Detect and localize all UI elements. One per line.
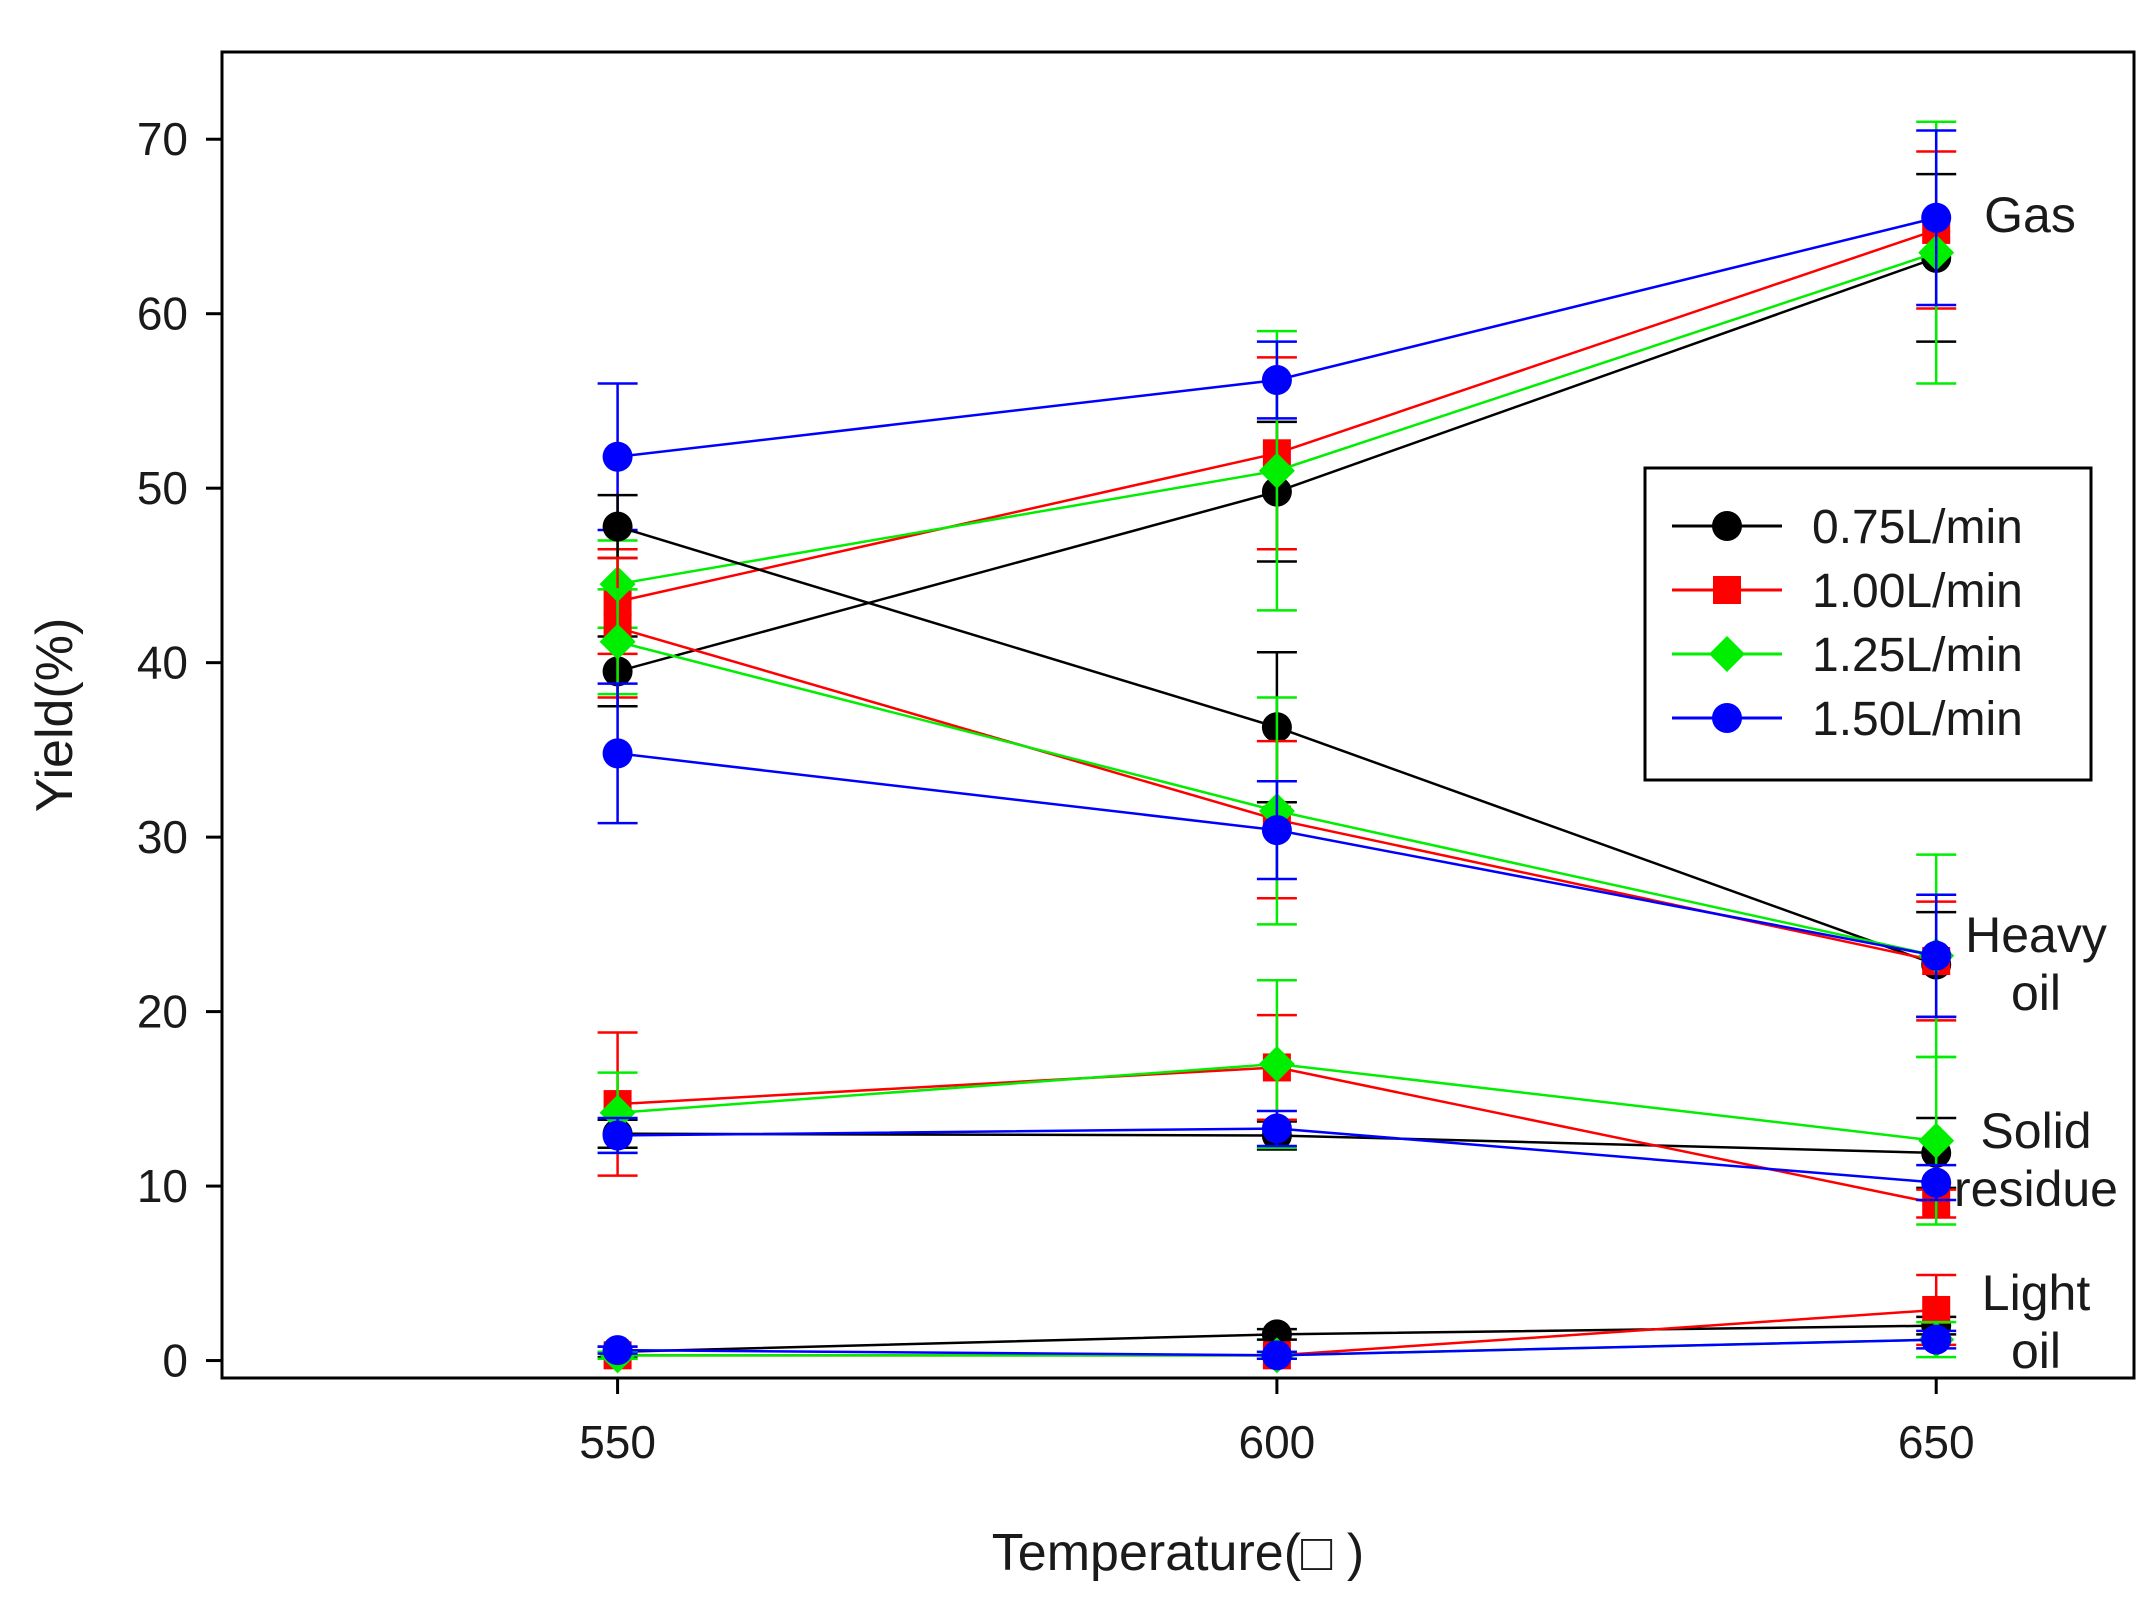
y-tick-label: 20 [137, 986, 188, 1038]
y-tick-label: 30 [137, 811, 188, 863]
data-point [1921, 202, 1952, 233]
y-tick-label: 40 [137, 637, 188, 689]
data-point [1258, 1045, 1295, 1082]
x-tick-label: 600 [1239, 1416, 1316, 1468]
annotation-line: Light [1982, 1265, 2091, 1321]
legend-label: 1.00L/min [1812, 565, 2023, 618]
series-light_oil-150 [597, 1324, 1957, 1371]
data-point [1261, 815, 1292, 846]
y-axis-ticks: 0 10 20 30 40 50 60 70 [137, 113, 222, 1387]
plot-frame [220, 50, 2136, 1380]
series-gas-150 [597, 129, 1957, 532]
y-tick-label: 0 [162, 1335, 188, 1387]
data-point [602, 1120, 633, 1151]
legend-label: 1.50L/min [1812, 693, 2023, 746]
annotation-solid-residue: Solid residue [1954, 1103, 2118, 1217]
data-point [1921, 1324, 1952, 1355]
series-solid_residue-150 [597, 1109, 1957, 1202]
series-layer [597, 120, 1957, 1374]
legend-marker [1709, 636, 1745, 672]
data-point [1261, 1113, 1292, 1144]
legend: 0.75L/min 1.00L/min 1.25L/min 1.50L/min [1643, 466, 2093, 782]
data-point [599, 623, 636, 660]
legend-item: 1.25L/min [1672, 629, 2023, 682]
x-axis-ticks: 550 600 650 [579, 1378, 1975, 1468]
y-tick-label: 70 [137, 113, 188, 165]
annotation-light-oil: Light oil [1982, 1265, 2091, 1379]
series-solid_residue-125 [597, 978, 1957, 1226]
data-point [1922, 1295, 1951, 1324]
x-tick-label: 650 [1898, 1416, 1975, 1468]
legend-item: 1.50L/min [1672, 693, 2023, 746]
data-point [1921, 1167, 1952, 1198]
annotation-line: Heavy [1965, 907, 2107, 963]
data-point [1921, 940, 1952, 971]
x-axis-title: Temperature(□ ) [992, 1524, 1364, 1582]
data-point [602, 441, 633, 472]
series-heavy_oil-150 [597, 682, 1957, 1019]
annotation-line: oil [2011, 1323, 2061, 1379]
annotation-line: Solid [1980, 1103, 2091, 1159]
data-point [1258, 452, 1295, 489]
legend-marker [1712, 511, 1742, 541]
annotation-line: residue [1954, 1161, 2118, 1217]
legend-label: 1.25L/min [1812, 629, 2023, 682]
annotation-line: Gas [1984, 187, 2076, 243]
data-point [1261, 1340, 1292, 1371]
data-point [602, 738, 633, 769]
y-tick-label: 10 [137, 1160, 188, 1212]
data-point [602, 511, 633, 542]
y-tick-label: 60 [137, 288, 188, 340]
legend-marker [1713, 576, 1741, 604]
legend-item: 0.75L/min [1672, 501, 2023, 554]
annotation-line: oil [2011, 965, 2061, 1021]
y-tick-label: 50 [137, 462, 188, 514]
y-axis-title: Yield(%) [26, 618, 84, 813]
annotation-gas: Gas [1984, 187, 2076, 243]
legend-item: 1.00L/min [1672, 565, 2023, 618]
legend-marker [1712, 703, 1742, 733]
data-point [599, 1094, 636, 1131]
data-point [602, 1335, 633, 1366]
data-point [1261, 365, 1292, 396]
legend-label: 0.75L/min [1812, 501, 2023, 554]
x-tick-label: 550 [579, 1416, 656, 1468]
data-point [1918, 1122, 1955, 1159]
annotation-heavy-oil: Heavy oil [1965, 907, 2107, 1021]
